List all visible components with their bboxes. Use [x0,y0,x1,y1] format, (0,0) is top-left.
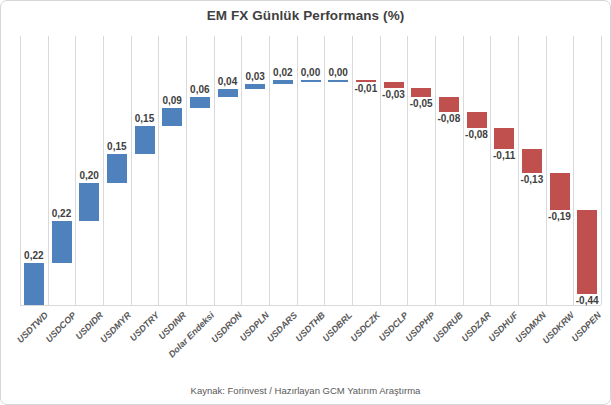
bar-Dolar Endeksi [190,97,210,108]
gridline [435,36,436,305]
bar-USDTHB [301,80,321,82]
bar-USDTWD [24,263,44,305]
bar-USDIDR [79,183,99,221]
bar-USDCZK [356,80,376,82]
value-label-USDMXN: -0,13 [510,174,554,185]
gridline [20,36,21,305]
bar-USDPLN [245,84,265,90]
bar-USDMXN [522,149,542,174]
gridline [48,36,49,305]
value-label-USDPEN: -0,44 [565,295,609,306]
value-label-USDBRL: 0,00 [316,67,360,78]
bar-USDARS [273,80,293,84]
source-caption: Kaynak: Forinvest / Hazırlayan GCM Yatır… [1,385,610,396]
bar-USDRON [218,89,238,97]
bar-USDHUF [494,128,514,149]
value-label-USDMYR: 0,15 [95,141,139,152]
x-axis-labels: USDTWDUSDCOPUSDIDRUSDMYRUSDTRYUSDINRDola… [1,307,611,377]
value-label-USDRUB: -0,08 [427,113,471,124]
bar-USDKRW [550,173,570,209]
gridline [131,36,132,305]
gridline [490,36,491,305]
value-label-USDCOP: 0,22 [40,208,84,219]
bar-USDCOP [52,221,72,263]
bar-USDZAR [467,112,487,127]
chart-title: EM FX Günlük Performans (%) [1,8,610,23]
value-label-USDINR: 0,09 [150,95,194,106]
bar-USDPEN [577,210,597,294]
plot-area: 0,220,220,200,150,150,090,060,040,030,02… [20,36,601,306]
bar-USDCLP [384,82,404,88]
bar-USDRUB [439,97,459,112]
gridline [601,36,602,305]
value-label-USDHUF: -0,11 [482,150,526,161]
bar-USDINR [162,108,182,125]
value-label-USDPHP: -0,05 [399,98,443,109]
gridline [158,36,159,305]
gridline [573,36,574,305]
value-label-USDIDR: 0,20 [67,170,111,181]
gridline [186,36,187,305]
bar-USDTRY [135,126,155,155]
bar-USDBRL [328,80,348,82]
gridline [546,36,547,305]
value-label-USDTWD: 0,22 [12,250,56,261]
bar-USDMYR [107,154,127,183]
value-label-USDKRW: -0,19 [538,211,582,222]
bar-USDPHP [411,88,431,98]
chart-container: EM FX Günlük Performans (%) 0,22 0,22 0,20… [0,0,611,405]
gridline [407,36,408,305]
value-label-USDTRY: 0,15 [123,113,167,124]
gridline [380,36,381,305]
gridline [518,36,519,305]
value-label-USDZAR: -0,08 [455,129,499,140]
gridline [463,36,464,305]
